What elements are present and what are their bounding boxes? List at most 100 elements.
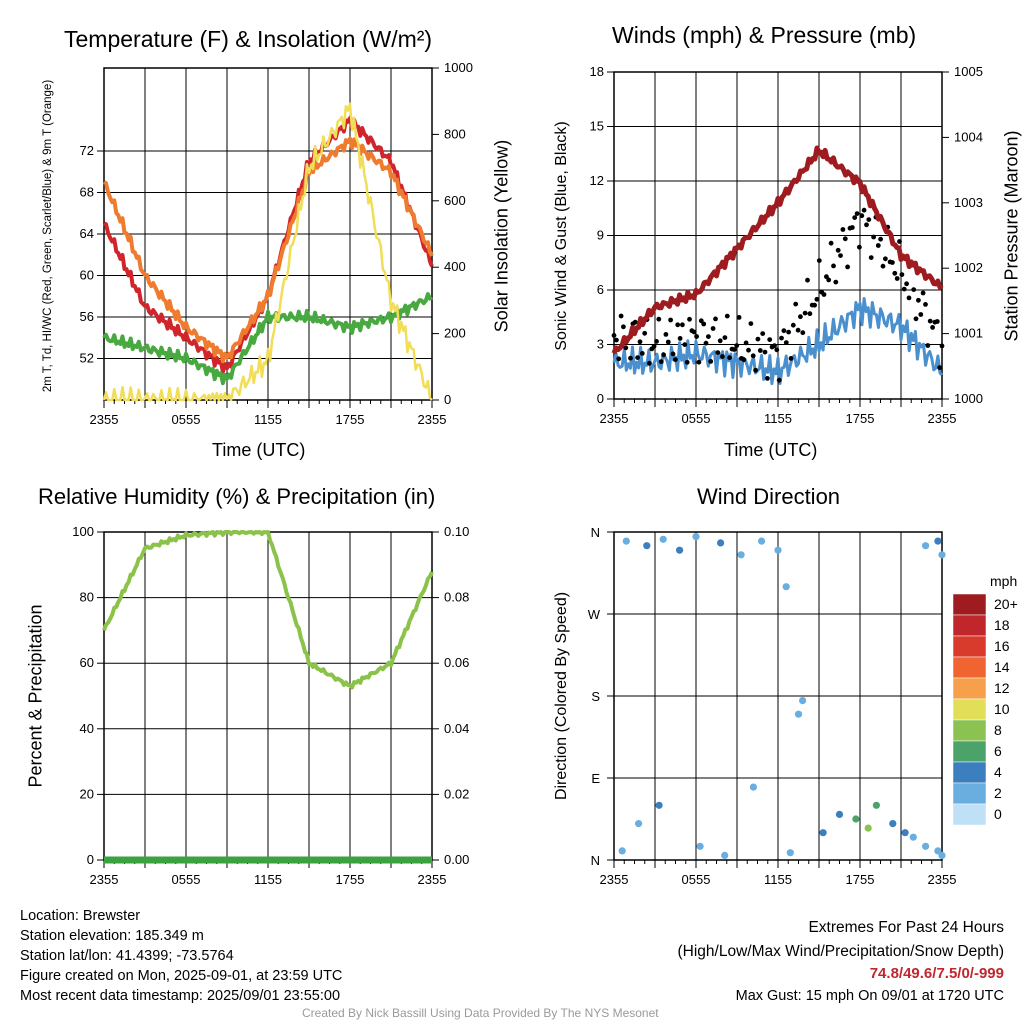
dir-point — [643, 542, 651, 550]
dir-xtick-label: 2355 — [928, 872, 957, 887]
wind-gust-point — [807, 311, 813, 317]
winds-title: Winds (mph) & Pressure (mb) — [612, 22, 917, 48]
wind-series-station-pressure — [611, 145, 944, 355]
wind-gust-point — [802, 310, 808, 316]
dir-point — [922, 542, 930, 550]
wind-gust-point — [868, 255, 874, 260]
wind-gust-point — [845, 264, 850, 270]
rh-xtick-label: 2355 — [90, 872, 119, 887]
wind-gust-point — [805, 277, 810, 283]
precip-ytick-label: 0.10 — [444, 524, 469, 539]
extremes-values: 74.8/49.6/7.5/0/-999 — [869, 965, 1004, 982]
dir-xtick-label: 0555 — [682, 872, 711, 887]
wind-gust-point — [762, 349, 768, 355]
wind-gust-point — [916, 297, 921, 303]
rh-xtick-label: 1155 — [254, 872, 282, 887]
wind-gust-point — [720, 354, 725, 359]
humidity-panel: 0 20 40 60 80 100 0.00 0.02 0.04 0.06 0.08 0.10 2355… — [72, 524, 469, 887]
dir-point — [659, 535, 667, 543]
dir-ytick-label: N — [591, 853, 600, 868]
legend-swatch — [952, 740, 987, 763]
wind-gust-point — [639, 351, 645, 356]
wind-gust-point — [682, 342, 688, 347]
wind-gust-point — [687, 316, 692, 322]
dir-point — [782, 583, 790, 591]
wind-gust-point — [654, 339, 659, 344]
info-elevation: Station elevation: 185.349 m — [20, 928, 204, 944]
dir-point — [676, 546, 684, 554]
wind-gust-point — [724, 313, 730, 319]
pres-ytick-label: 1003 — [954, 195, 983, 210]
wind-gust-point — [675, 322, 681, 328]
extremes-subtitle: (High/Low/Max Wind/Precipitation/Snow De… — [677, 943, 1005, 960]
legend-label: 20+ — [994, 596, 1018, 612]
wind-gust-point — [703, 340, 709, 346]
legend-swatch — [952, 677, 987, 700]
rh-ytick-label: 40 — [80, 721, 94, 736]
precip-ytick-label: 0.02 — [444, 786, 469, 801]
dir-point — [737, 551, 745, 559]
dir-point — [618, 847, 626, 855]
info-created: Figure created on Mon, 2025-09-01, at 23… — [20, 968, 343, 984]
direction-title: Wind Direction — [697, 484, 841, 509]
wind-gust-point — [694, 334, 699, 339]
insol-ytick-label: 1000 — [444, 60, 473, 75]
direction-ylabel-left: Direction (Colored By Speed) — [553, 591, 570, 801]
wind-gust-point — [776, 377, 782, 383]
wind-gust-point — [673, 357, 678, 362]
wind-gust-point — [706, 334, 711, 339]
wind-gust-point — [790, 322, 796, 328]
dir-point — [901, 829, 909, 837]
dir-xtick-label: 1755 — [846, 872, 875, 887]
wind-gust-point — [842, 236, 848, 242]
wind-gust-point — [826, 277, 832, 283]
wind-gust-point — [772, 343, 777, 349]
wind-gust-point — [635, 355, 640, 360]
wind-gust-point — [913, 316, 919, 322]
pres-ytick-label: 1001 — [954, 326, 983, 341]
legend-label: 12 — [994, 680, 1010, 696]
wind-gust-point — [925, 343, 931, 348]
legend-label: 8 — [994, 722, 1002, 738]
wind-gust-point — [854, 211, 860, 217]
wind-gust-point — [684, 359, 690, 365]
wind-gust-point — [642, 330, 648, 336]
wind-gust-point — [911, 287, 917, 292]
rh-ytick-label: 80 — [80, 590, 94, 605]
insol-ytick-label: 600 — [444, 193, 466, 208]
temp-xtick-label: 2355 — [418, 412, 447, 427]
rh-xtick-label: 0555 — [172, 872, 201, 887]
temp-ytick-label: 60 — [80, 268, 94, 283]
wind-gust-point — [647, 360, 652, 366]
wind-gust-point — [658, 359, 664, 365]
wind-gust-point — [734, 343, 740, 348]
wind-gust-point — [927, 318, 933, 324]
wind-gust-point — [722, 335, 728, 340]
wind-gust-point — [783, 340, 789, 345]
rh-ytick-label: 60 — [80, 655, 94, 670]
wind-gust-point — [899, 272, 905, 277]
wind-gust-point — [838, 253, 843, 258]
legend-label: 2 — [994, 785, 1002, 801]
wind-gust-point — [651, 343, 657, 349]
dir-point — [835, 810, 844, 819]
wind-gust-point — [748, 321, 754, 326]
dir-point — [819, 829, 827, 837]
temp-xtick-label: 2355 — [90, 412, 119, 427]
legend-swatch — [952, 635, 987, 658]
dir-point — [622, 537, 630, 545]
dir-point — [922, 842, 930, 850]
legend-swatch — [952, 719, 987, 742]
dir-point — [934, 537, 942, 545]
dir-point — [696, 842, 704, 850]
rh-ytick-label: 0 — [87, 852, 94, 867]
dir-ytick-label: S — [591, 689, 600, 704]
wind-gust-point — [717, 338, 723, 344]
dir-point — [749, 783, 758, 791]
wind-gust-point — [864, 222, 869, 228]
wind-gust-point — [816, 258, 822, 263]
wind-gust-point — [765, 376, 770, 381]
wind-gust-point — [890, 260, 895, 265]
wind-gust-point — [788, 356, 794, 361]
dir-point — [799, 697, 807, 705]
